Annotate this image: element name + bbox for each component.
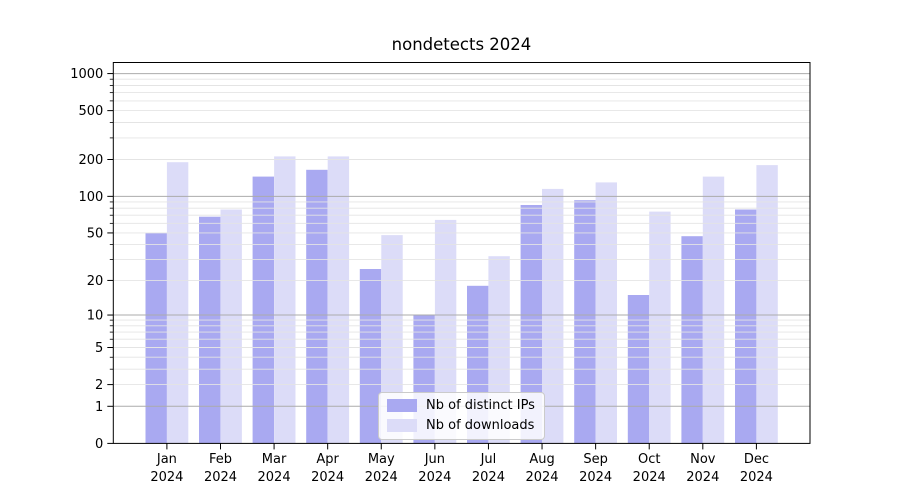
grid-layer xyxy=(113,73,810,407)
y-tick-label: 100 xyxy=(78,190,103,205)
axis-layer xyxy=(107,62,811,450)
x-tick-label-year: 2024 xyxy=(472,470,505,485)
bar-ips-mar xyxy=(252,176,274,444)
x-tick-label-year: 2024 xyxy=(579,470,612,485)
bar-downloads-oct xyxy=(649,211,671,444)
y-tick-label: 200 xyxy=(78,153,103,168)
x-tick-label-month: Apr xyxy=(316,452,339,467)
x-tick-label-month: Jul xyxy=(480,452,497,467)
y-tick-label: 500 xyxy=(78,104,103,119)
x-tick-label-year: 2024 xyxy=(418,470,451,485)
x-tick-label-month: Sep xyxy=(583,452,608,467)
x-tick-label-month: Jun xyxy=(424,452,445,467)
x-tick-label-year: 2024 xyxy=(633,470,666,485)
y-tick-label: 1000 xyxy=(70,67,103,82)
x-tick-label-month: Jan xyxy=(156,452,177,467)
x-tick-label-month: Feb xyxy=(209,452,232,467)
bar-downloads-sep xyxy=(595,182,617,444)
y-tick-label: 2 xyxy=(95,378,103,393)
y-tick-label: 0 xyxy=(95,437,103,452)
bar-downloads-jan xyxy=(166,162,189,444)
x-tick-label-year: 2024 xyxy=(525,470,558,485)
x-tick-label-year: 2024 xyxy=(365,470,398,485)
x-tick-label-year: 2024 xyxy=(686,470,719,485)
y-tick-label: 10 xyxy=(87,309,104,324)
x-tick-label-month: Nov xyxy=(690,452,716,467)
legend-label-distinct-ips: Nb of distinct IPs xyxy=(426,398,535,413)
bar-ips-nov xyxy=(681,236,703,444)
x-tick-label-year: 2024 xyxy=(311,470,344,485)
bar-ips-may xyxy=(359,269,382,444)
legend-item-distinct-ips: Nb of distinct IPs xyxy=(387,398,535,413)
x-tick-label-month: Dec xyxy=(744,452,769,467)
bar-ips-feb xyxy=(199,216,221,444)
x-tick-label-year: 2024 xyxy=(258,470,291,485)
bar-downloads-apr xyxy=(327,156,350,444)
legend-label-downloads: Nb of downloads xyxy=(426,418,535,433)
bar-downloads-dec xyxy=(756,165,778,444)
x-tick-label-month: Aug xyxy=(529,452,554,467)
legend-swatch-downloads xyxy=(387,419,417,432)
y-tick-label: 1 xyxy=(95,400,103,415)
tick-label-layer: 0 1 2 5 10 20 50 100 200 500 1000 Jan 2024 Feb 2024 Mar… xyxy=(70,67,773,485)
x-tick-label-month: May xyxy=(368,452,395,467)
x-tick-label-year: 2024 xyxy=(204,470,237,485)
bar-downloads-nov xyxy=(702,176,725,444)
bar-downloads-aug xyxy=(542,188,564,444)
y-tick-label: 20 xyxy=(87,274,104,289)
bar-ips-aug xyxy=(520,205,542,444)
plot-border xyxy=(112,62,811,444)
x-tick-label-month: Mar xyxy=(262,452,287,467)
x-tick-label-year: 2024 xyxy=(150,470,183,485)
legend-item-downloads: Nb of downloads xyxy=(387,418,535,433)
y-tick-label: 5 xyxy=(95,341,103,356)
x-tick-label-year: 2024 xyxy=(740,470,773,485)
bar-ips-sep xyxy=(574,200,596,444)
bar-downloads-mar xyxy=(274,156,296,444)
legend-swatch-distinct-ips xyxy=(387,399,417,412)
bar-ips-jan xyxy=(145,232,167,444)
y-tick-label: 50 xyxy=(87,227,104,242)
bar-ips-apr xyxy=(306,169,328,444)
x-tick-label-month: Oct xyxy=(638,452,660,467)
legend: Nb of distinct IPs Nb of downloads xyxy=(378,392,545,440)
chart-title: nondetects 2024 xyxy=(391,35,532,54)
